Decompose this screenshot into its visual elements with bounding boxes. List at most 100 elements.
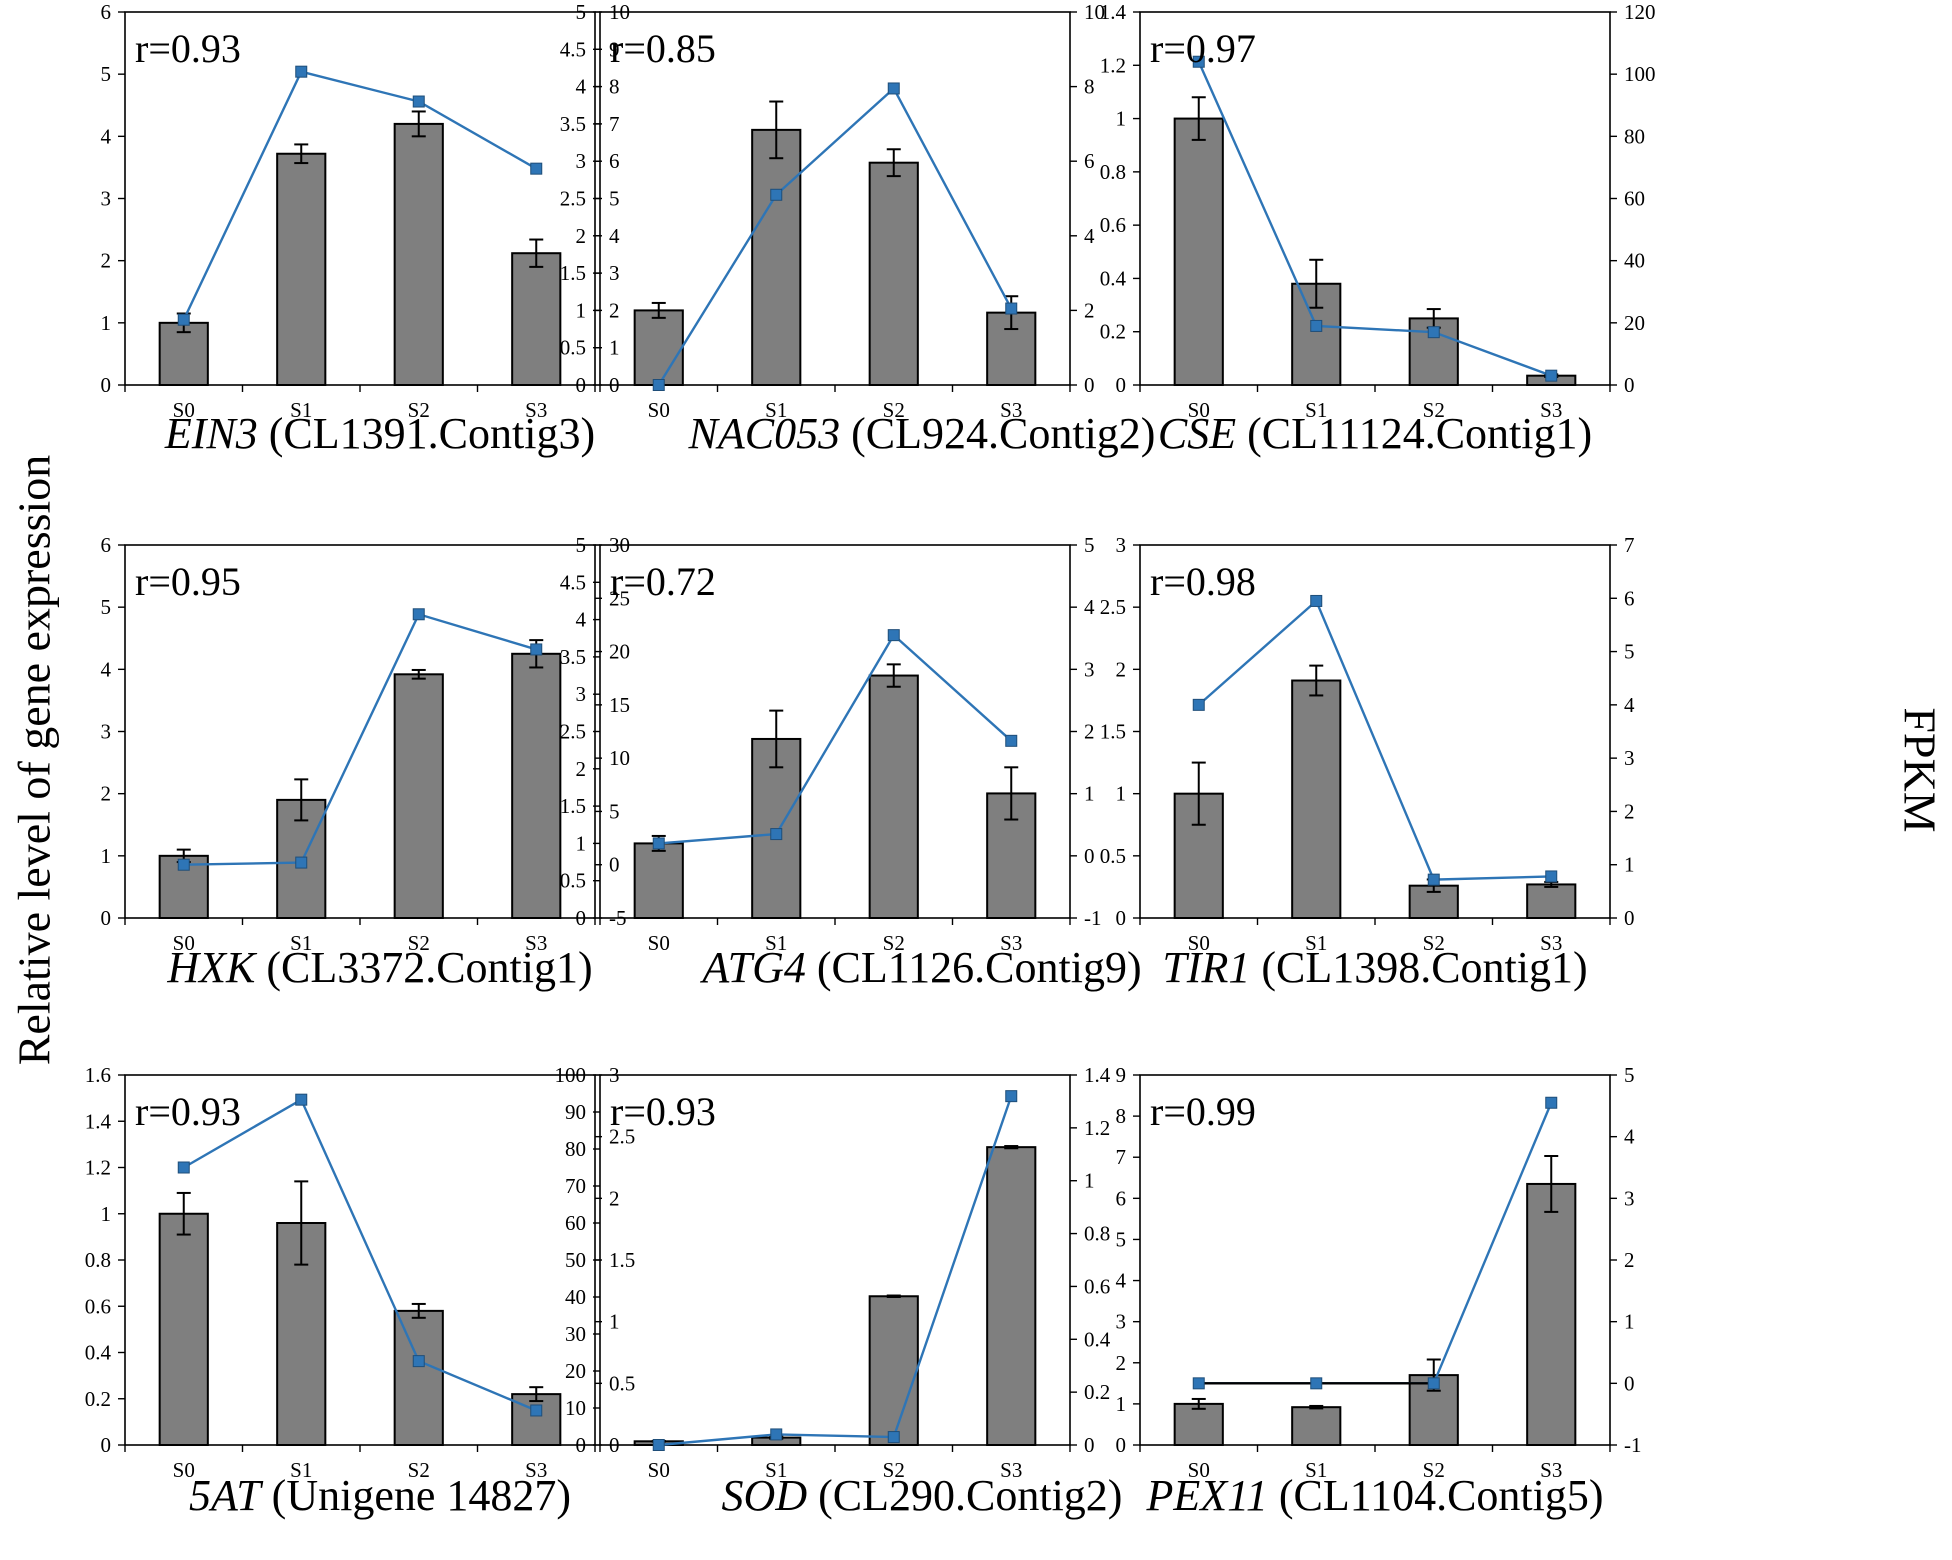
bar [511, 652, 562, 920]
left-tick-label: 0.5 [560, 336, 586, 360]
left-tick-label: 0.5 [560, 869, 586, 893]
right-tick-label: 6 [609, 149, 620, 173]
left-tick-label: 5 [576, 0, 587, 24]
right-tick-label: 0 [1084, 844, 1095, 868]
left-tick-label: 4 [576, 608, 587, 632]
left-tick-label: 2.5 [1100, 595, 1126, 619]
panel-title: ATG4 (CL1126.Contig9) [702, 942, 1141, 993]
x-tick-label: S1 [1305, 1458, 1327, 1482]
contig-id: (CL924.Contig2) [840, 409, 1156, 458]
fpkm-point [887, 629, 900, 642]
fpkm-point [177, 858, 190, 871]
bar [393, 122, 444, 387]
panel-title: NAC053 (CL924.Contig2) [689, 408, 1156, 459]
left-tick-label: 2.5 [560, 187, 586, 211]
gene-name: EIN3 [164, 409, 258, 458]
left-tick-label: 5 [101, 595, 112, 619]
bar [986, 1146, 1037, 1447]
left-tick-label: 1.2 [1100, 53, 1126, 77]
chart-panel: 0 10 20 30 40 50 60 70 80 90 100 0 0.2 0.4 0.6 0.8 1 1.2 1… [555, 1063, 1111, 1482]
right-tick-label: 0 [1084, 1433, 1095, 1457]
right-tick-label: 5 [1084, 533, 1095, 557]
left-tick-label: 1 [576, 831, 587, 855]
x-tick-label: S2 [1423, 398, 1445, 422]
right-tick-label: 0.4 [1084, 1327, 1111, 1351]
fpkm-point [1545, 1096, 1558, 1109]
fpkm-point [412, 608, 425, 621]
x-tick-label: S0 [1188, 1458, 1210, 1482]
chart-panel: 0 0.5 1 1.5 2 2.5 3 0 1 2 3 4 5 6 7 S0 S1 S2 S3 r=0.98 [1100, 533, 1635, 955]
left-tick-label: 1 [576, 298, 587, 322]
contig-id: (CL3372.Contig1) [255, 943, 593, 992]
left-tick-label: 0 [1116, 373, 1127, 397]
x-tick-label: S2 [408, 931, 430, 955]
right-tick-label: 7 [1624, 533, 1635, 557]
correlation-label: r=0.98 [1150, 559, 1256, 604]
bar [1408, 317, 1459, 386]
gene-name: NAC053 [688, 409, 841, 458]
right-tick-label: 8 [1084, 75, 1095, 99]
left-tick-label: 4 [576, 75, 587, 99]
right-tick-label: 0.6 [1084, 1274, 1110, 1298]
gene-name: TIR1 [1162, 943, 1251, 992]
correlation-label: r=0.95 [135, 559, 241, 604]
right-tick-label: 4 [1624, 693, 1635, 717]
x-tick-label: S1 [290, 1458, 312, 1482]
x-tick-label: S0 [648, 931, 670, 955]
left-tick-label: 0.4 [85, 1341, 112, 1365]
right-tick-label: -1 [1624, 1433, 1642, 1457]
left-tick-label: 0 [1116, 1433, 1127, 1457]
left-tick-label: 3.5 [560, 645, 586, 669]
x-tick-label: S2 [408, 398, 430, 422]
left-tick-label: 90 [565, 1100, 586, 1124]
correlation-label: r=0.85 [610, 26, 716, 71]
fpkm-line [182, 70, 537, 321]
right-tick-label: 5 [609, 187, 620, 211]
left-tick-label: 1.4 [1100, 0, 1127, 24]
left-tick-label: 1 [1116, 782, 1127, 806]
right-tick-label: 25 [609, 586, 630, 610]
bar [1291, 679, 1342, 919]
left-tick-label: 7 [1116, 1145, 1127, 1169]
bar [276, 152, 327, 386]
x-tick-label: S1 [290, 931, 312, 955]
left-tick-label: 100 [555, 1063, 587, 1087]
fpkm-point [1427, 873, 1440, 886]
left-axis-label: Relative level of gene expression [8, 454, 60, 1066]
left-tick-label: 3 [576, 149, 587, 173]
panel-title: TIR1 (CL1398.Contig1) [1162, 942, 1587, 993]
right-tick-label: 2 [1084, 298, 1095, 322]
fpkm-point [530, 1404, 543, 1417]
left-tick-label: 0.6 [85, 1294, 111, 1318]
fpkm-point [1005, 734, 1018, 747]
left-tick-label: 1 [1116, 107, 1127, 131]
fpkm-point [1310, 594, 1323, 607]
right-tick-label: 2 [609, 298, 620, 322]
fpkm-point [295, 856, 308, 869]
x-tick-label: S0 [173, 931, 195, 955]
gene-name: CSE [1157, 409, 1237, 458]
left-tick-label: 20 [565, 1359, 586, 1383]
fpkm-line [658, 1095, 1013, 1447]
right-tick-label: -1 [1084, 906, 1102, 930]
right-tick-label: 0.8 [1084, 1222, 1110, 1246]
left-tick-label: 30 [565, 1322, 586, 1346]
x-tick-label: S2 [408, 1458, 430, 1482]
right-tick-label: 3 [1084, 657, 1095, 681]
contig-id: (CL1398.Contig1) [1250, 943, 1588, 992]
left-tick-label: 2 [576, 224, 587, 248]
left-tick-label: 4.5 [560, 570, 586, 594]
left-tick-label: 3 [101, 720, 112, 744]
x-tick-label: S0 [648, 1458, 670, 1482]
contig-id: (Unigene 14827) [260, 1471, 572, 1520]
panel-title: PEX11 (CL1104.Contig5) [1146, 1470, 1603, 1521]
x-tick-label: S1 [290, 398, 312, 422]
bar [633, 309, 684, 386]
gene-name: ATG4 [702, 943, 806, 992]
gene-name: PEX11 [1146, 1471, 1268, 1520]
left-tick-label: 40 [565, 1285, 586, 1309]
fpkm-point [1192, 698, 1205, 711]
right-tick-label: 2 [609, 1186, 620, 1210]
left-tick-label: 6 [101, 0, 112, 24]
